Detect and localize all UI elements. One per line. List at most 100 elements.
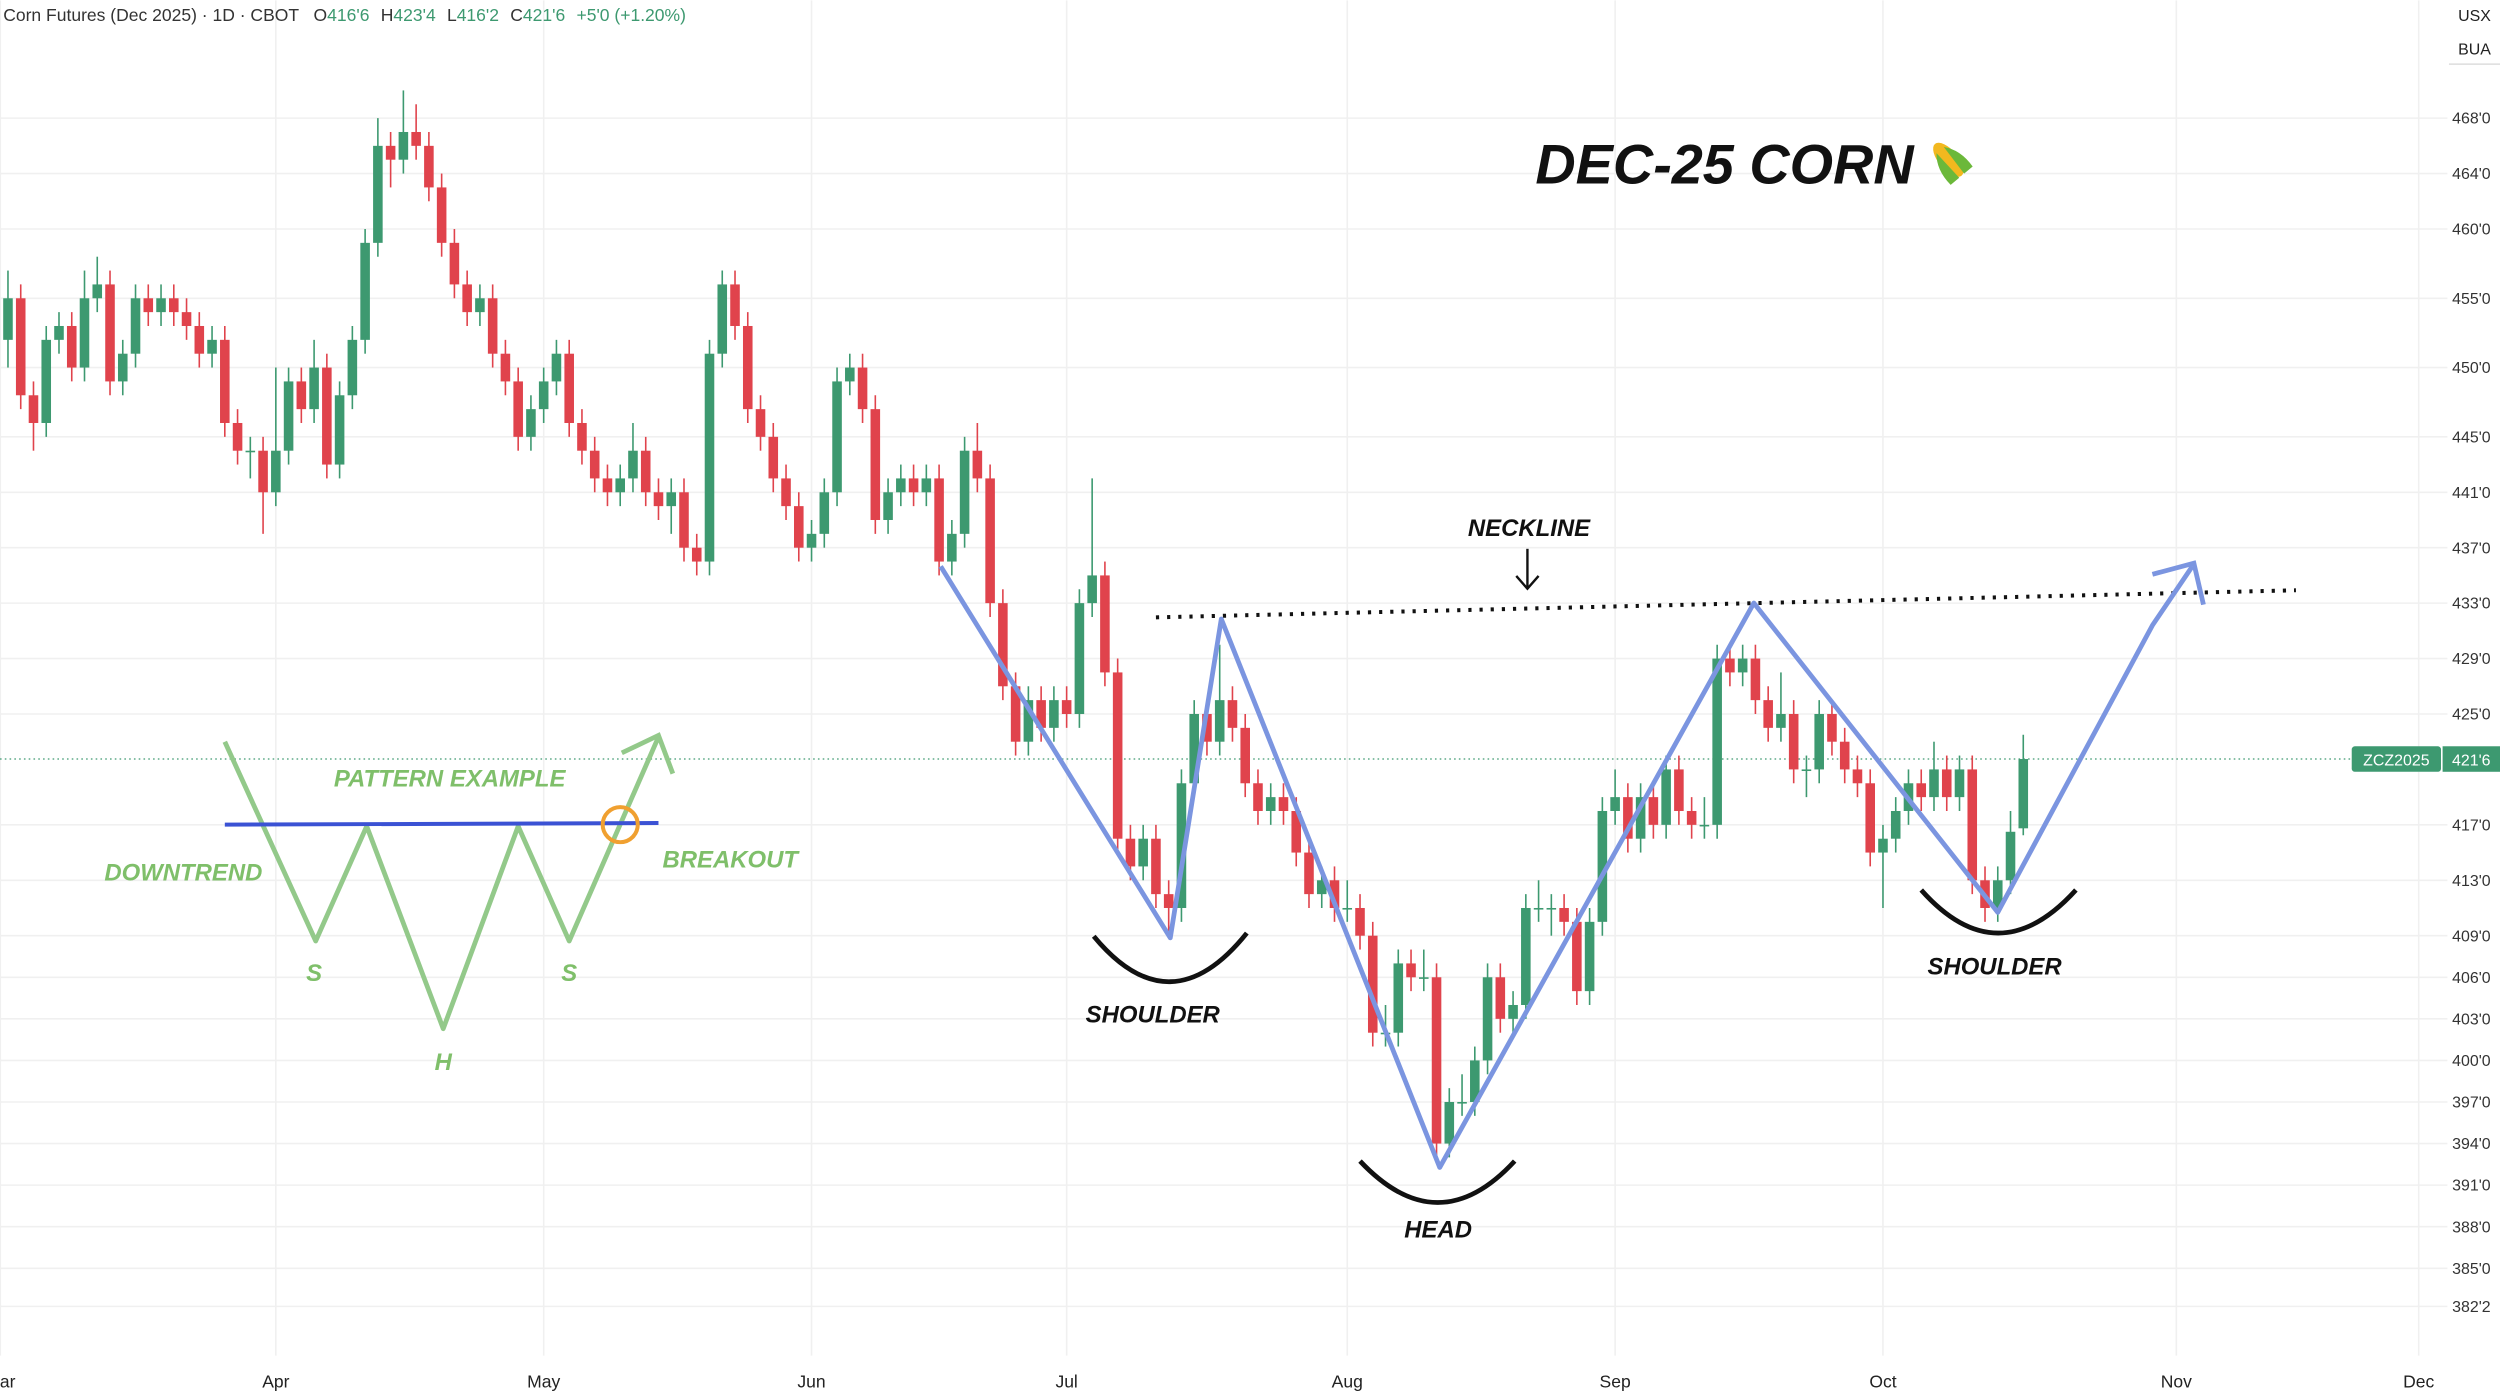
candle-body xyxy=(1151,838,1161,895)
candle-body xyxy=(1482,977,1493,1061)
candle-body xyxy=(1686,810,1697,825)
candle-body xyxy=(15,298,26,396)
candle-body xyxy=(1929,769,1939,798)
shoulder-arc xyxy=(1091,931,1249,984)
candle-body xyxy=(462,284,472,313)
shoulder-label: SHOULDER xyxy=(1928,954,2063,981)
candle-body xyxy=(1176,783,1187,908)
neckline-label: NECKLINE xyxy=(1468,515,1591,542)
candle-body xyxy=(41,339,52,423)
candle-body xyxy=(1546,907,1557,910)
candle-body xyxy=(283,381,294,451)
candle-body xyxy=(768,436,779,479)
candle-body xyxy=(1265,797,1276,811)
y-tick-label: 464'0 xyxy=(2452,166,2491,183)
candle-body xyxy=(1049,700,1059,728)
candle-body xyxy=(1495,977,1506,1019)
neckline xyxy=(1155,588,2296,620)
candle-body xyxy=(1674,769,1684,811)
candle-body xyxy=(194,325,205,354)
candle-body xyxy=(1355,907,1365,936)
candle-body xyxy=(1227,700,1238,728)
candle-body xyxy=(832,381,842,493)
candle-body xyxy=(959,450,970,534)
candle-body xyxy=(309,367,319,410)
x-tick-label: May xyxy=(527,1371,560,1391)
candle-body xyxy=(1406,963,1416,978)
x-tick-label: Sep xyxy=(1600,1371,1631,1391)
example-arrowhead xyxy=(620,732,676,775)
candle-body xyxy=(3,298,13,340)
candle-body xyxy=(1240,727,1250,784)
candle-body xyxy=(870,409,881,520)
candle-body xyxy=(1776,713,1786,728)
shoulder-arc xyxy=(1919,888,2078,936)
candle-body xyxy=(934,478,944,562)
candle-body xyxy=(449,242,460,285)
y-tick-label: 455'0 xyxy=(2452,291,2491,308)
y-tick-label: 468'0 xyxy=(2452,111,2491,128)
candle-body xyxy=(526,409,536,437)
y-tick-label: 433'0 xyxy=(2452,596,2491,613)
candle-body xyxy=(717,284,728,354)
candle-body xyxy=(1367,935,1378,1033)
x-tick-label: Aug xyxy=(1332,1371,1363,1391)
candle-body xyxy=(1865,783,1875,853)
candle-body xyxy=(653,492,664,507)
example-neckline xyxy=(224,821,659,827)
candle-body xyxy=(1253,783,1263,811)
ohlc-value: 416'6 xyxy=(327,5,369,25)
candle-body xyxy=(1584,921,1595,992)
y-tick-label: 437'0 xyxy=(2452,540,2491,557)
y-tick-label: 409'0 xyxy=(2452,928,2491,945)
candle-body xyxy=(1967,769,1978,881)
candle-body xyxy=(1061,700,1072,714)
price-axis-bg xyxy=(2448,0,2500,1391)
y-tick-label: 394'0 xyxy=(2452,1136,2491,1153)
shoulder-label: SHOULDER xyxy=(1086,1001,1221,1028)
candle-body xyxy=(181,312,192,326)
candle-body xyxy=(1316,880,1327,895)
candle-body xyxy=(1278,797,1289,811)
candle-body xyxy=(271,450,281,493)
candle-body xyxy=(883,492,893,520)
y-tick-label: 460'0 xyxy=(2452,222,2491,239)
candle-body xyxy=(1163,894,1174,908)
y-tick-label: 397'0 xyxy=(2452,1095,2491,1112)
candle-body xyxy=(640,450,651,493)
candle-body xyxy=(1661,769,1671,825)
candle-body xyxy=(411,131,421,146)
candle-body xyxy=(1329,880,1340,908)
candle-body xyxy=(220,339,230,423)
candle-body xyxy=(373,145,383,243)
candle-body xyxy=(666,492,677,507)
candle-body xyxy=(1814,713,1824,770)
candle-body xyxy=(1291,810,1302,853)
head-arc xyxy=(1358,1159,1517,1205)
candle-body xyxy=(1725,658,1735,673)
y-tick-label: 445'0 xyxy=(2452,429,2491,446)
candle-body xyxy=(105,284,115,382)
candle-body xyxy=(577,422,587,451)
candle-body xyxy=(334,395,345,465)
example-title: PATTERN EXAMPLE xyxy=(334,765,567,792)
ohlc-key: O xyxy=(314,5,328,25)
y-tick-label: 385'0 xyxy=(2452,1261,2491,1278)
candle-body xyxy=(1890,810,1901,839)
ohlc-value: 416'2 xyxy=(457,5,499,25)
ohlc-value: 423'4 xyxy=(393,5,436,25)
x-tick-label: Nov xyxy=(2161,1371,2192,1391)
example-label: S xyxy=(561,960,577,987)
candle-body xyxy=(1074,603,1085,714)
price-tag-label: 421'6 xyxy=(2452,752,2491,769)
candle-body xyxy=(296,381,307,410)
ohlc-value: 421'6 xyxy=(523,5,565,25)
candle-body xyxy=(143,298,154,313)
candle-body xyxy=(79,298,90,368)
ohlc-key: C xyxy=(510,5,523,25)
example-line xyxy=(222,735,661,1032)
candle-body xyxy=(589,450,600,479)
candle-body xyxy=(1572,921,1582,992)
y-tick-label: 382'2 xyxy=(2452,1299,2491,1316)
candle-body xyxy=(1457,1101,1467,1104)
